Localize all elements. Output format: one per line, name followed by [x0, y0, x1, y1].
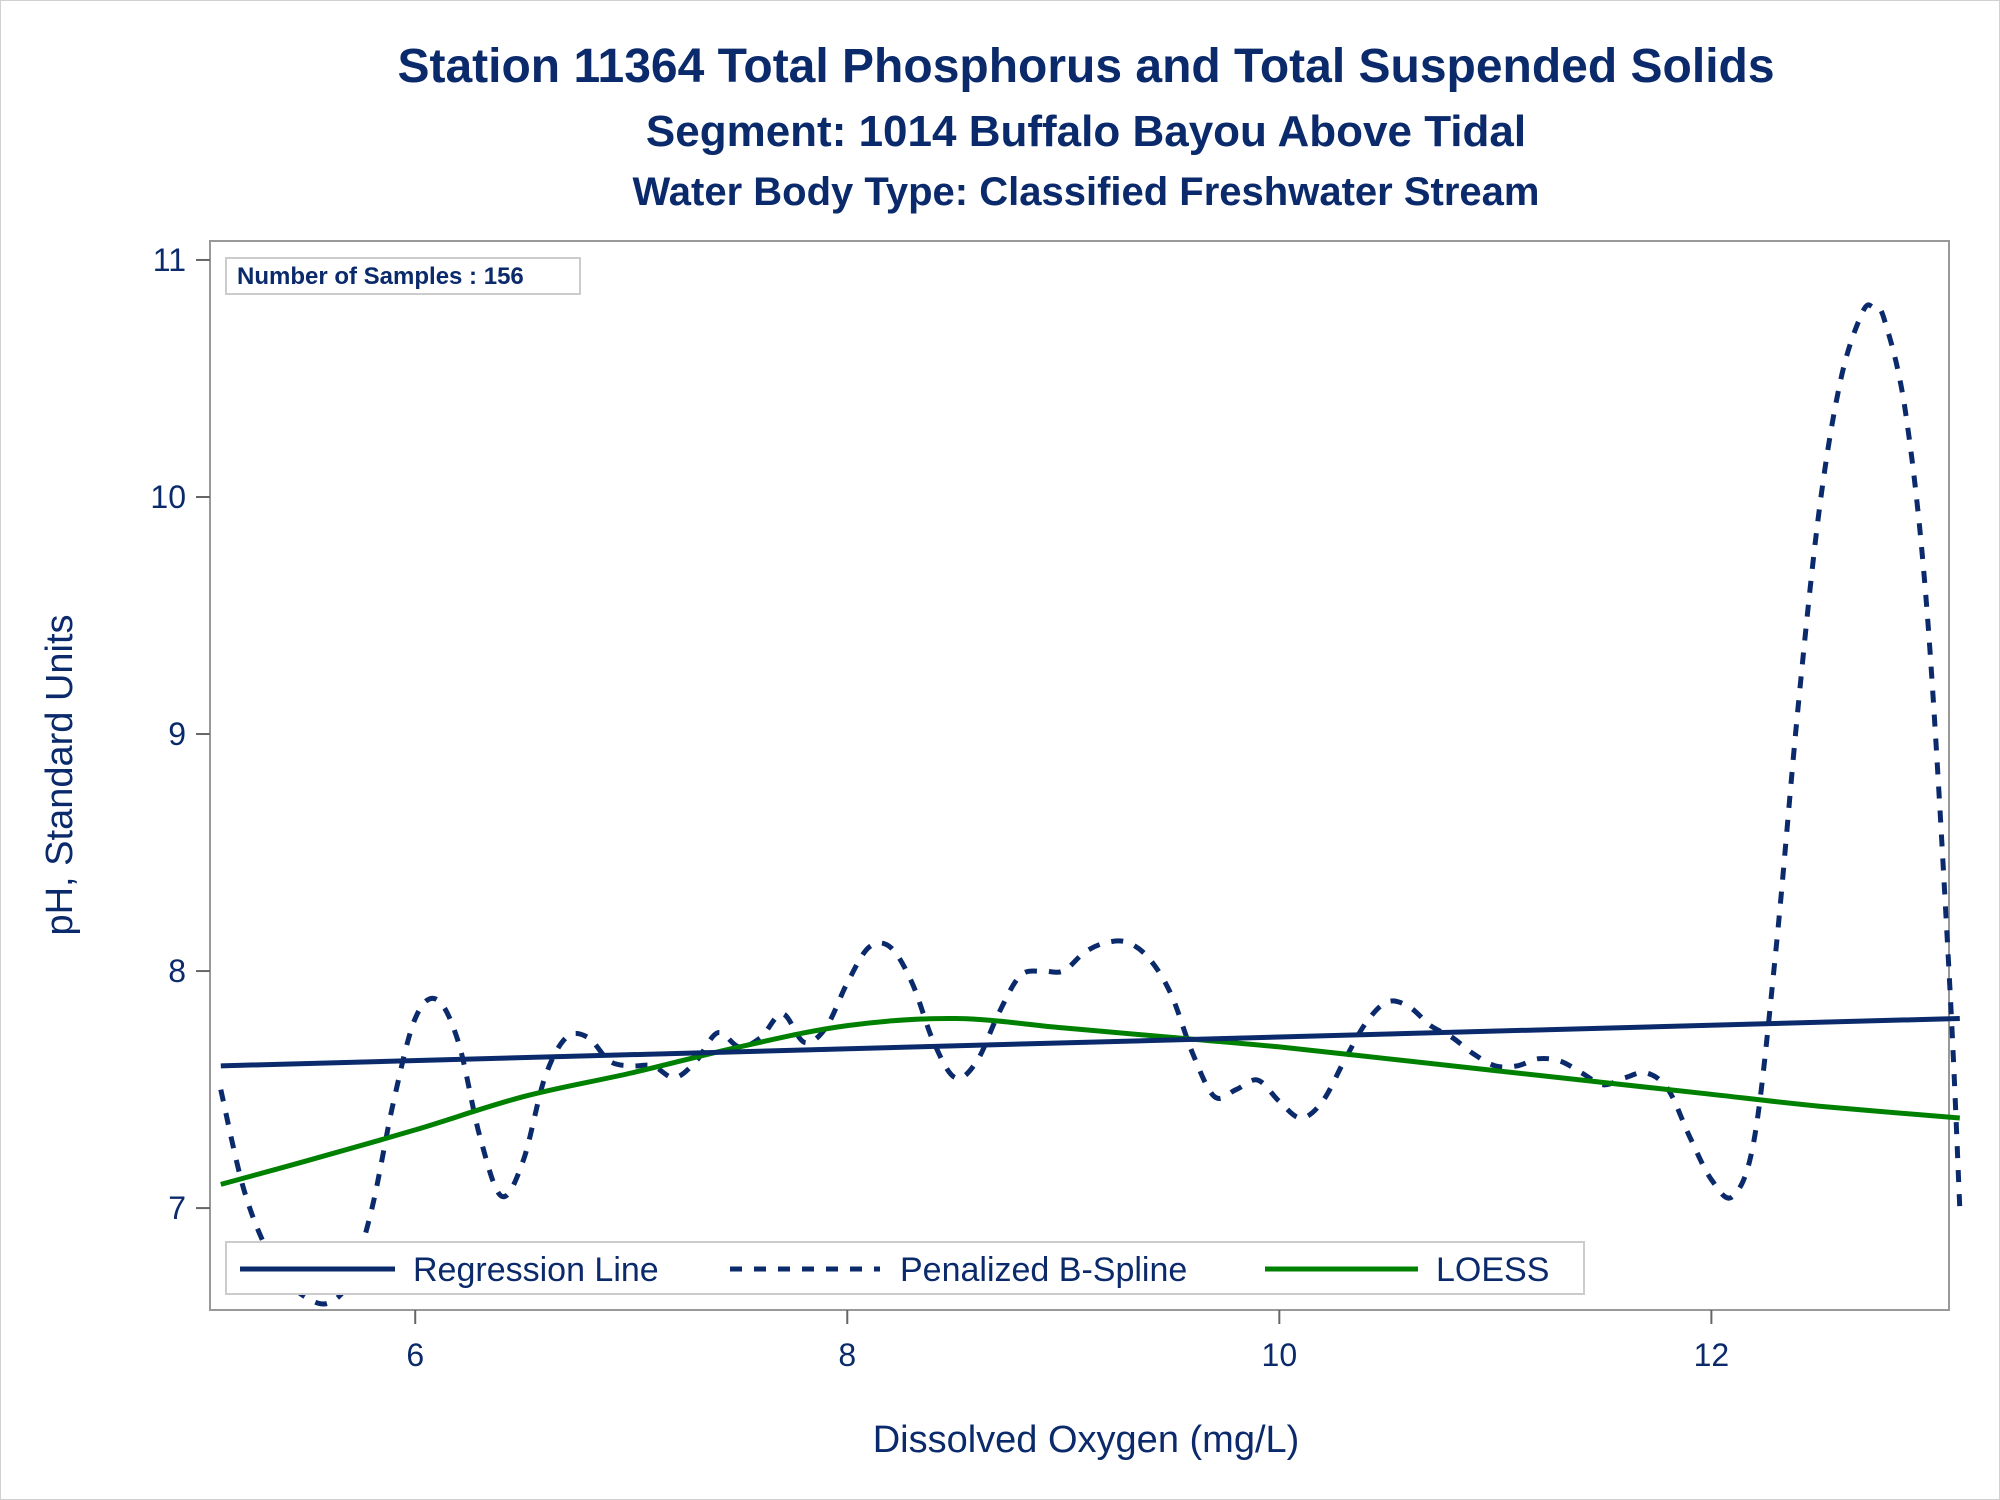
sample-count-label: Number of Samples : 156: [237, 263, 524, 290]
x-tick-label: 8: [838, 1337, 856, 1373]
legend-label-regression: Regression Line: [413, 1251, 659, 1289]
legend-label-bspline: Penalized B-Spline: [900, 1251, 1187, 1289]
y-tick-label: 11: [153, 242, 186, 278]
legend: Regression Line Penalized B-Spline LOESS: [225, 1241, 1585, 1295]
x-axis-label: Dissolved Oxygen (mg/L): [873, 1419, 1300, 1461]
series-line-loess: [220, 1015, 1961, 1187]
sample-count-inset: Number of Samples : 156: [225, 257, 581, 295]
x-tick-label: 10: [1262, 1337, 1298, 1373]
y-axis-label: pH, Standard Units: [39, 614, 81, 935]
series-line-regression: [220, 1015, 1960, 1069]
y-tick-label: 8: [168, 953, 186, 989]
y-tick-label: 7: [168, 1190, 186, 1226]
series-group: [218, 302, 1963, 1307]
legend-label-loess: LOESS: [1436, 1251, 1549, 1289]
x-tick-label: 6: [406, 1337, 424, 1373]
y-axis: 7 8 9 10 11: [150, 242, 210, 1226]
plot-area: [209, 240, 1950, 1311]
x-axis: 6 8 10 12: [406, 1310, 1729, 1373]
chart-subtitle: Segment: 1014 Buffalo Bayou Above Tidal: [646, 107, 1526, 156]
series-line-bspline: [218, 302, 1963, 1307]
y-tick-label: 10: [150, 479, 186, 515]
chart-subtitle-2: Water Body Type: Classified Freshwater S…: [633, 170, 1540, 214]
chart-title: Station 11364 Total Phosphorus and Total…: [397, 40, 1774, 93]
y-tick-label: 9: [168, 716, 186, 752]
x-tick-label: 12: [1694, 1337, 1730, 1373]
inset-box: [225, 257, 581, 295]
